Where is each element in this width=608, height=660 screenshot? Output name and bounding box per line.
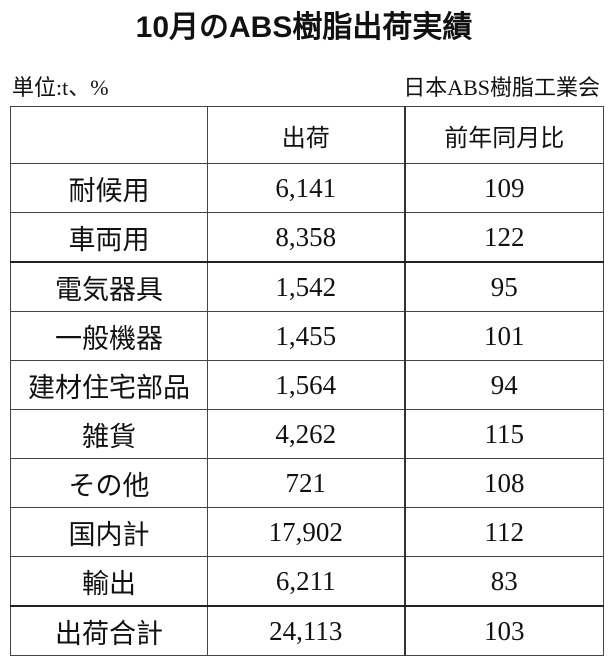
row-label: その他 bbox=[10, 458, 208, 508]
table-row: 雑貨 4,262 115 bbox=[10, 409, 604, 459]
shipment-value: 24,113 bbox=[207, 605, 406, 656]
shipment-table: 出荷 前年同月比 耐候用 6,141 109 車両用 8,358 122 電気器具 1,542… bbox=[10, 106, 604, 656]
row-label: 車両用 bbox=[10, 212, 208, 263]
row-label: 一般機器 bbox=[10, 311, 208, 361]
yoy-value: 94 bbox=[404, 360, 604, 410]
row-label: 輸出 bbox=[10, 556, 208, 607]
yoy-value: 109 bbox=[404, 163, 604, 213]
header-category bbox=[10, 106, 208, 164]
header-shipment: 出荷 bbox=[207, 106, 406, 164]
table-row: 国内計 17,902 112 bbox=[10, 507, 604, 557]
shipment-value: 17,902 bbox=[207, 507, 406, 557]
table-row: 車両用 8,358 122 bbox=[10, 212, 604, 263]
header-row: 出荷 前年同月比 bbox=[10, 106, 604, 164]
yoy-value: 112 bbox=[404, 507, 604, 557]
table-row: 一般機器 1,455 101 bbox=[10, 311, 604, 361]
shipment-value: 4,262 bbox=[207, 409, 406, 459]
table-row: その他 721 108 bbox=[10, 458, 604, 508]
yoy-value: 83 bbox=[404, 556, 604, 607]
shipment-value: 8,358 bbox=[207, 212, 406, 263]
row-label: 耐候用 bbox=[10, 163, 208, 213]
header-yoy: 前年同月比 bbox=[404, 106, 604, 164]
shipment-value: 721 bbox=[207, 458, 406, 508]
yoy-value: 115 bbox=[404, 409, 604, 459]
shipment-value: 6,141 bbox=[207, 163, 406, 213]
source-label: 日本ABS樹脂工業会 bbox=[403, 75, 600, 100]
row-label: 建材住宅部品 bbox=[10, 360, 208, 410]
unit-label: 単位:t、% bbox=[12, 75, 109, 100]
row-label: 電気器具 bbox=[10, 261, 208, 312]
table-row: 建材住宅部品 1,564 94 bbox=[10, 360, 604, 410]
table-row: 耐候用 6,141 109 bbox=[10, 163, 604, 213]
row-label: 出荷合計 bbox=[10, 605, 208, 656]
row-label: 雑貨 bbox=[10, 409, 208, 459]
table-row: 電気器具 1,542 95 bbox=[10, 261, 604, 312]
shipment-value: 1,455 bbox=[207, 311, 406, 361]
yoy-value: 108 bbox=[404, 458, 604, 508]
shipment-value: 1,542 bbox=[207, 261, 406, 312]
row-label: 国内計 bbox=[10, 507, 208, 557]
yoy-value: 101 bbox=[404, 311, 604, 361]
shipment-value: 1,564 bbox=[207, 360, 406, 410]
yoy-value: 122 bbox=[404, 212, 604, 263]
yoy-value: 103 bbox=[404, 605, 604, 656]
table-row: 輸出 6,211 83 bbox=[10, 556, 604, 607]
yoy-value: 95 bbox=[404, 261, 604, 312]
shipment-value: 6,211 bbox=[207, 556, 406, 607]
page-title: 10月のABS樹脂出荷実績 bbox=[135, 11, 473, 44]
table-row: 出荷合計 24,113 103 bbox=[10, 605, 604, 656]
